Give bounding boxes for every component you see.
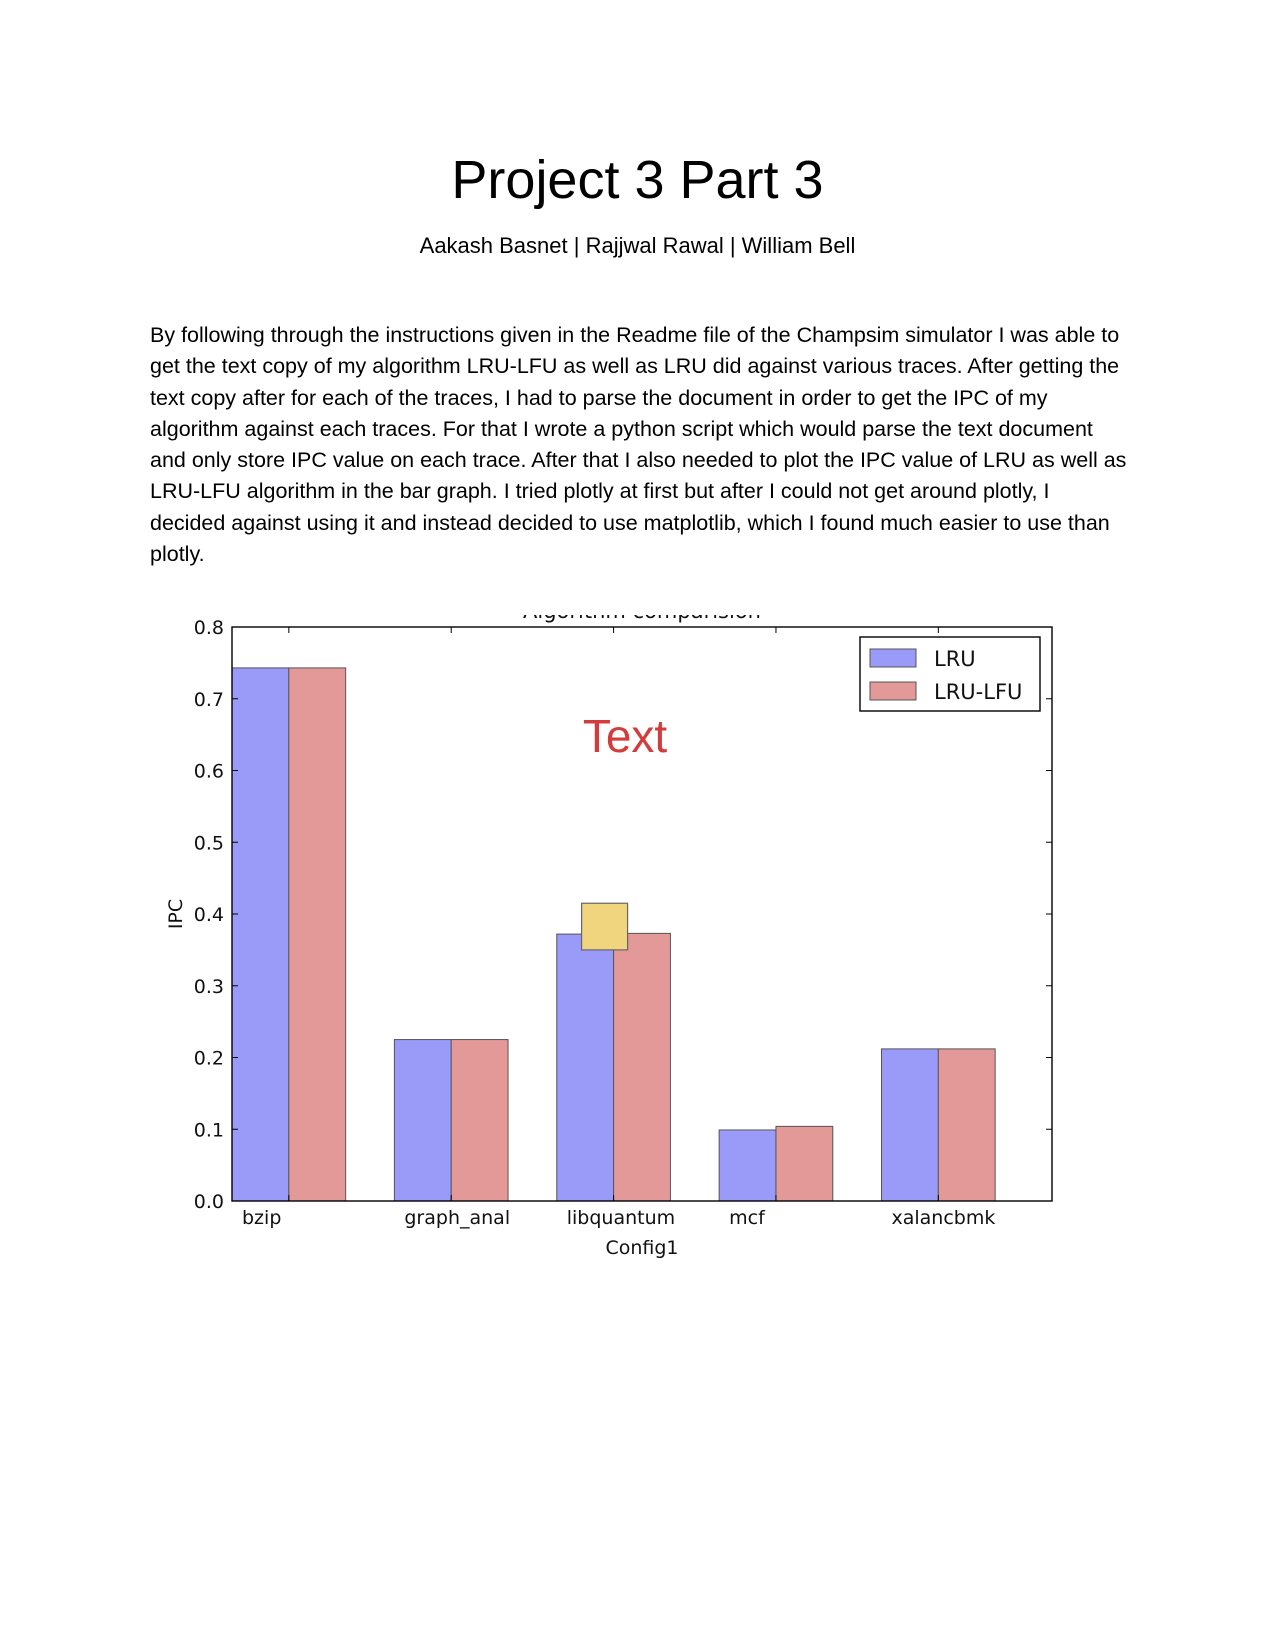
bar-lru-libquantum	[556, 933, 615, 1202]
legend-label-lru: LRU	[934, 647, 976, 671]
legend-swatch-lru-lfu	[869, 681, 917, 701]
bar-lru-mcf	[718, 1129, 777, 1202]
y-axis-label: IPC	[165, 899, 187, 929]
bar-chart: bzip graph_anal libquantum mcf xalancbmk 0.0 0…	[165, 599, 1053, 1259]
y-tick-label: 0.2	[194, 1048, 224, 1070]
y-tick-label: 0.8	[194, 617, 224, 639]
x-tick-label: mcf	[729, 1207, 766, 1229]
bar-chart-figure: bzip graph_anal libquantum mcf xalancbmk 0.0 0…	[160, 599, 1120, 1335]
document-authors: Aakash Basnet | Rajjwal Rawal | William …	[419, 233, 856, 258]
x-tick-label: libquantum	[567, 1207, 675, 1229]
chart-title: Algorithm comparision	[523, 615, 761, 623]
highlight-box	[580, 902, 629, 951]
legend-label-lru-lfu: LRU-LFU	[934, 680, 1022, 704]
bar-lru-lfu-graph_anal	[450, 1039, 509, 1202]
x-tick-label: bzip	[242, 1207, 281, 1229]
document-title: Project 3 Part 3	[451, 150, 824, 210]
document-body-paragraph: By following through the instructions gi…	[150, 323, 1127, 567]
annotation-text: Text	[583, 710, 668, 762]
bar-lru-graph_anal	[393, 1039, 452, 1202]
bar-lru-lfu-mcf	[775, 1125, 834, 1202]
bar-lru-xalancbmk	[881, 1048, 939, 1202]
x-tick-label: xalancbmk	[892, 1207, 996, 1229]
y-tick-label: 0.3	[194, 976, 224, 998]
bar-lru-bzip	[231, 667, 290, 1202]
x-tick-label: graph_anal	[404, 1207, 510, 1229]
y-tick-label: 0.6	[194, 761, 224, 783]
y-tick-label: 0.1	[194, 1119, 224, 1141]
y-tick-label: 0.0	[194, 1191, 224, 1213]
legend-swatch-lru	[869, 648, 917, 668]
y-tick-label: 0.4	[194, 904, 224, 926]
bar-lru-lfu-libquantum	[613, 932, 671, 1202]
y-tick-label: 0.5	[194, 832, 224, 854]
y-tick-label: 0.7	[194, 689, 224, 711]
bar-lru-lfu-xalancbmk	[937, 1048, 996, 1202]
bar-lru-lfu-bzip	[288, 667, 347, 1202]
x-axis-label: Config1	[605, 1237, 678, 1259]
